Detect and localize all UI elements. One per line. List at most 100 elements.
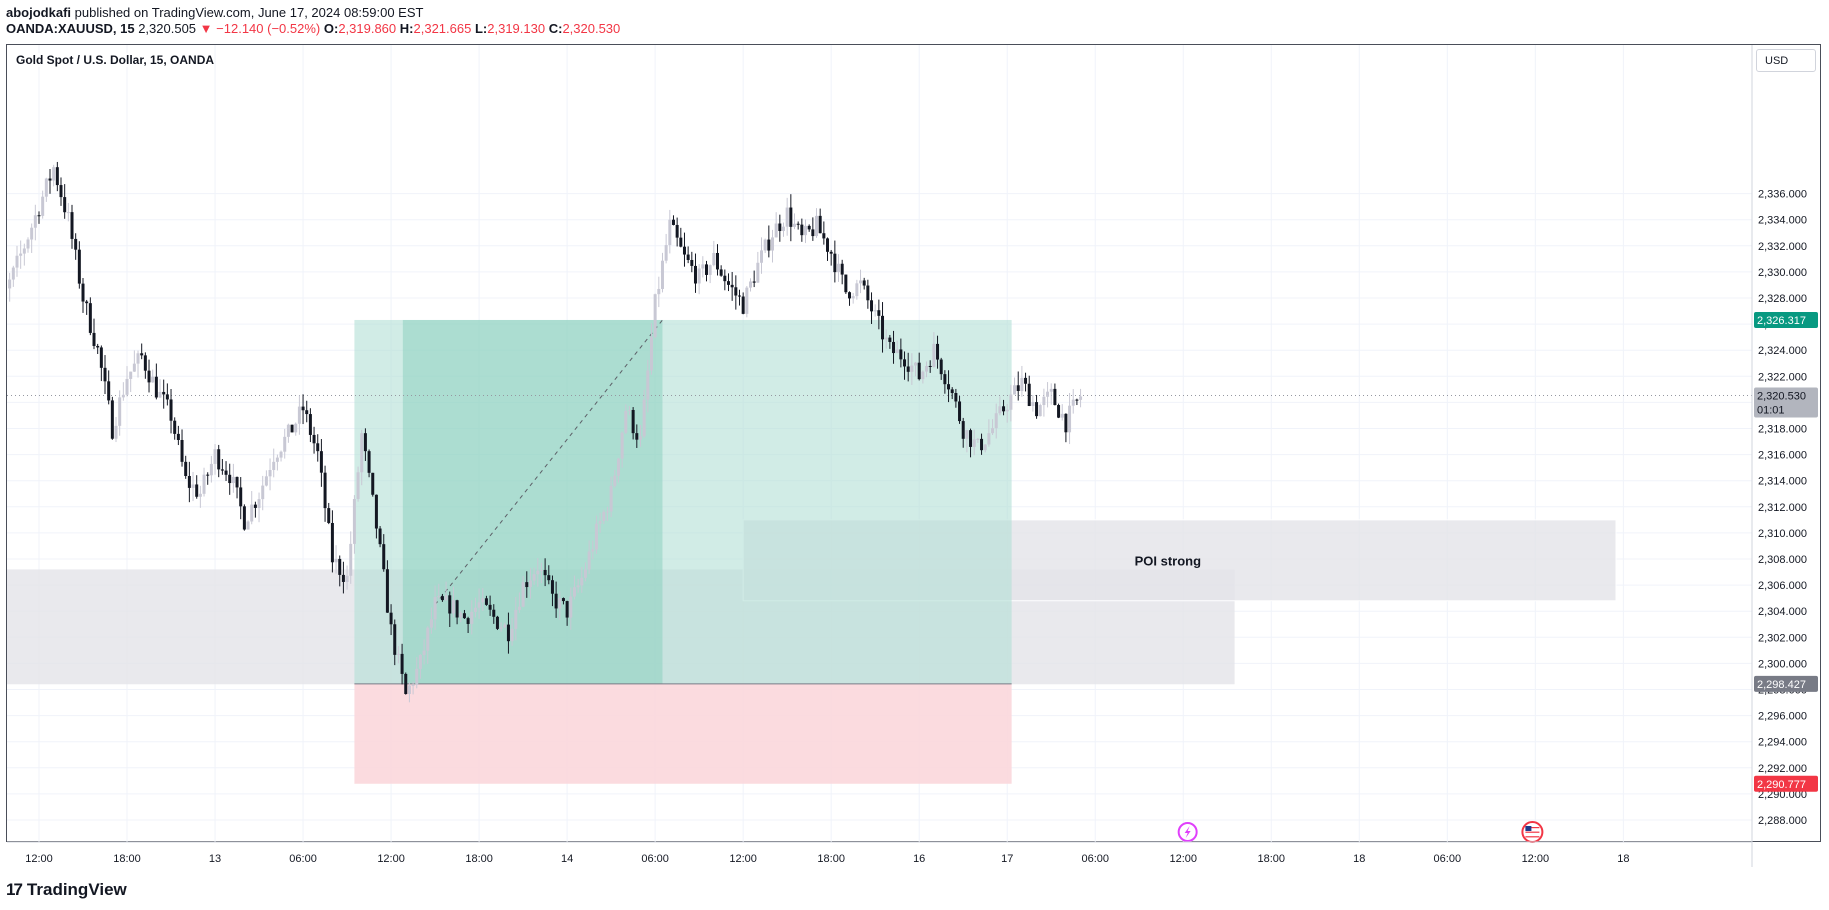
candle — [693, 253, 697, 293]
candle-body — [965, 430, 969, 439]
candle — [972, 429, 976, 456]
candle-body — [118, 397, 122, 426]
author-name[interactable]: abojodkafi — [6, 5, 72, 20]
y-tick-label: 2,330.000 — [1758, 267, 1807, 279]
candle — [627, 406, 631, 416]
candle — [1068, 392, 1072, 445]
x-tick-label: 12:00 — [1522, 853, 1550, 865]
candle-body — [319, 451, 323, 473]
y-tick-label: 2,300.000 — [1758, 658, 1807, 670]
candle-body — [528, 580, 532, 588]
candle — [154, 363, 158, 400]
candle — [837, 254, 841, 282]
candle — [862, 277, 866, 290]
candle — [510, 617, 514, 646]
candle-body — [782, 226, 786, 232]
candle-body — [664, 245, 668, 261]
x-tick-label: 12:00 — [25, 853, 53, 865]
high-value: 2,321.665 — [413, 21, 472, 36]
y-tick-label: 2,302.000 — [1758, 632, 1807, 644]
currency-button[interactable]: USD — [1756, 49, 1816, 72]
candle-body — [1013, 385, 1017, 395]
candle-body — [558, 598, 562, 609]
candle — [620, 431, 624, 468]
close-value: 2,320.530 — [562, 21, 621, 36]
y-tick-label: 2,308.000 — [1758, 554, 1807, 566]
x-tick-label: 18 — [1353, 853, 1365, 865]
candle — [550, 575, 554, 607]
x-tick-label: 14 — [561, 853, 573, 865]
candle — [1057, 403, 1061, 419]
candle-body — [301, 406, 305, 411]
candle-body — [807, 225, 811, 230]
candle-body — [213, 449, 217, 464]
candle — [415, 657, 419, 689]
candle — [455, 599, 459, 625]
candle-body — [85, 301, 89, 304]
candle-body — [63, 197, 67, 213]
candle — [660, 252, 664, 293]
candle — [844, 274, 848, 294]
candle — [925, 361, 929, 378]
y-tick-label: 2,328.000 — [1758, 293, 1807, 305]
candle — [796, 221, 800, 230]
candle-body — [125, 378, 129, 395]
candle-body — [374, 494, 378, 529]
candle — [958, 395, 962, 424]
candle — [506, 612, 510, 654]
candle — [646, 359, 650, 413]
candle — [917, 352, 921, 381]
candle — [690, 251, 694, 273]
y-tick-label: 2,290.000 — [1758, 789, 1807, 801]
candle-body — [37, 215, 41, 217]
candle — [649, 323, 653, 375]
y-axis: 2,288.000 2,290.000 2,292.000 2,294.000 2,29… — [1758, 189, 1807, 827]
candle — [613, 470, 617, 488]
candle-body — [892, 341, 896, 354]
candle — [312, 426, 316, 454]
candle — [275, 454, 279, 471]
candle-body — [704, 264, 708, 275]
candle — [785, 197, 789, 236]
tradingview-logo[interactable]: 17 TradingView — [6, 880, 127, 900]
candle — [576, 578, 580, 593]
candle — [536, 558, 540, 587]
candle-body — [382, 544, 386, 570]
take-profit-badge-text: 2,326.317 — [1757, 315, 1806, 327]
candle-body — [499, 627, 503, 629]
candle-body — [976, 438, 980, 440]
candle — [815, 208, 819, 238]
candle-body — [184, 461, 188, 476]
candle-body — [52, 167, 56, 181]
candle — [932, 332, 936, 368]
symbol-label[interactable]: OANDA:XAUUSD, 15 — [6, 21, 135, 36]
candle — [547, 565, 551, 585]
x-tick-label: 12:00 — [729, 853, 757, 865]
candle — [92, 318, 96, 350]
candle — [572, 575, 576, 600]
candle — [356, 466, 360, 502]
stop-loss-badge-bg — [1754, 775, 1818, 792]
candle — [360, 429, 364, 486]
candle — [444, 581, 448, 601]
candle — [184, 455, 188, 479]
candle-body — [231, 476, 235, 484]
candle — [928, 360, 932, 373]
candle — [81, 278, 85, 313]
candle — [103, 355, 107, 395]
candle — [374, 494, 378, 539]
candle — [319, 439, 323, 487]
candle-body — [356, 472, 360, 499]
candle-body — [642, 399, 646, 437]
candle — [906, 352, 910, 382]
candle — [554, 581, 558, 618]
candle-body — [250, 504, 254, 522]
candle — [1049, 383, 1053, 405]
candle — [947, 370, 951, 403]
open-value: 2,319.860 — [338, 21, 397, 36]
candle-body — [921, 371, 925, 380]
candle-body — [715, 252, 719, 270]
close-label: C: — [548, 21, 563, 36]
candle — [191, 471, 195, 502]
